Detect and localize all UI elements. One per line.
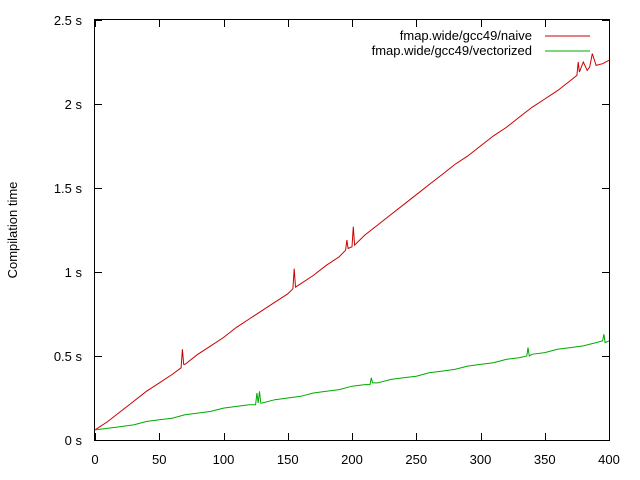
plot-frame [94,19,610,441]
x-tick-label: 150 [277,452,299,467]
series-line-2 [94,334,610,431]
y-tick-label: 1 s [65,265,83,280]
y-tick-label: 2 s [65,97,83,112]
y-tick-label: 2.5 s [54,13,83,28]
x-tick-label: 400 [598,452,620,467]
x-tick-label: 250 [405,452,427,467]
x-tick-label: 100 [213,452,235,467]
y-axis-label: Compilation time [5,182,20,279]
x-tick-label: 350 [534,452,556,467]
x-tick-label: 300 [470,452,492,467]
y-tick-label: 0.5 s [54,349,83,364]
series-layer [94,53,610,431]
y-tick-label: 0 s [65,433,83,448]
x-tick-label: 200 [341,452,363,467]
legend: fmap.wide/gcc49/naivefmap.wide/gcc49/vec… [372,28,590,58]
y-tick-label: 1.5 s [54,181,83,196]
x-axis: 0 50 100 150 200 250 300 350 400 [91,20,620,467]
x-tick-label: 0 [91,452,98,467]
series-line-1 [94,53,610,431]
y-axis: 0 s 0.5 s 1 s 1.5 s 2 s 2.5 s [54,13,609,448]
legend-label-1: fmap.wide/gcc49/naive [400,28,532,43]
legend-label-2: fmap.wide/gcc49/vectorized [372,43,532,58]
x-tick-label: 50 [152,452,166,467]
